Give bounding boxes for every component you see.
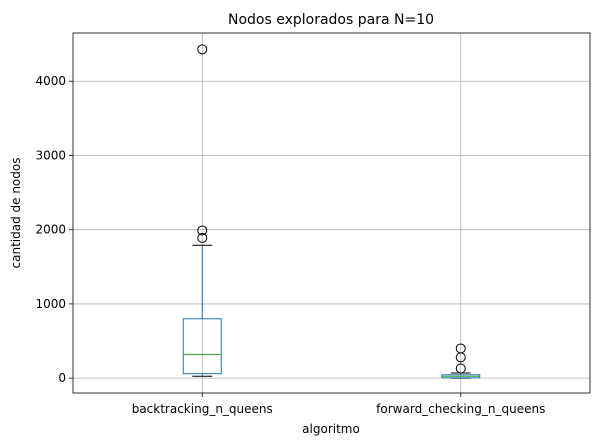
x-axis: backtracking_n_queens forward_checking_n_… bbox=[132, 393, 546, 416]
box-series bbox=[183, 45, 480, 378]
y-tick-label: 4000 bbox=[35, 74, 66, 88]
grid-lines bbox=[73, 33, 590, 393]
x-tick-label: backtracking_n_queens bbox=[132, 402, 273, 416]
y-axis: 0 1000 2000 3000 4000 bbox=[35, 74, 73, 385]
plot-frame bbox=[73, 33, 590, 393]
x-axis-label: algoritmo bbox=[302, 422, 360, 436]
y-tick-label: 2000 bbox=[35, 223, 66, 237]
chart-title: Nodos explorados para N=10 bbox=[228, 12, 434, 28]
y-tick-label: 3000 bbox=[35, 148, 66, 162]
y-axis-label: cantidad de nodos bbox=[9, 158, 23, 269]
y-tick-label: 1000 bbox=[35, 297, 66, 311]
y-tick-label: 0 bbox=[58, 371, 66, 385]
x-tick-label: forward_checking_n_queens bbox=[376, 402, 545, 416]
